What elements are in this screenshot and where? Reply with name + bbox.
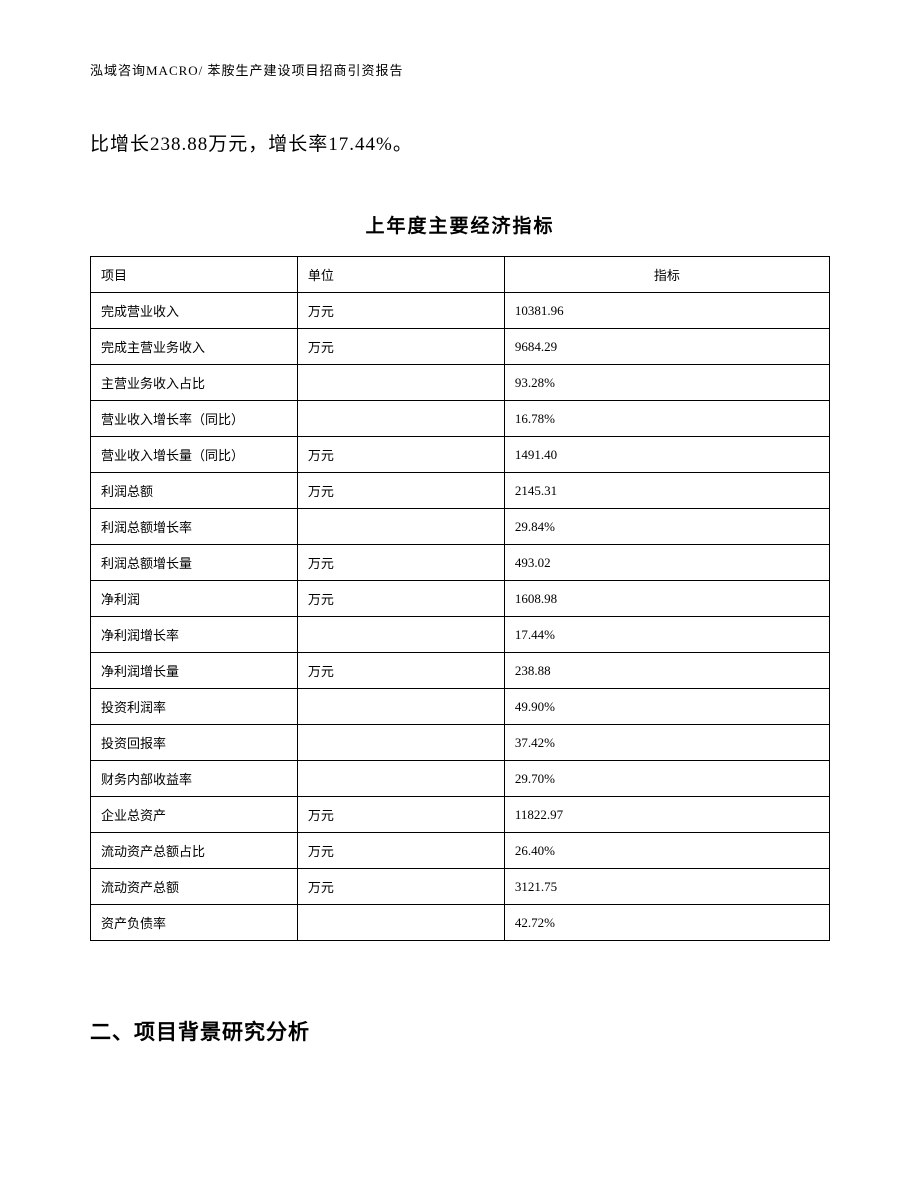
document-header: 泓域咨询MACRO/ 苯胺生产建设项目招商引资报告	[90, 60, 830, 79]
cell-project: 流动资产总额占比	[91, 833, 298, 869]
cell-indicator: 2145.31	[504, 473, 829, 509]
column-header-unit: 单位	[297, 257, 504, 293]
cell-indicator: 1608.98	[504, 581, 829, 617]
cell-project: 利润总额增长率	[91, 509, 298, 545]
cell-project: 利润总额增长量	[91, 545, 298, 581]
cell-unit	[297, 905, 504, 941]
cell-indicator: 11822.97	[504, 797, 829, 833]
table-row: 流动资产总额 万元 3121.75	[91, 869, 830, 905]
intro-paragraph: 比增长238.88万元，增长率17.44%。	[90, 129, 830, 156]
cell-project: 完成主营业务收入	[91, 329, 298, 365]
table-row: 财务内部收益率 29.70%	[91, 761, 830, 797]
table-row: 投资利润率 49.90%	[91, 689, 830, 725]
cell-indicator: 1491.40	[504, 437, 829, 473]
section-heading: 二、项目背景研究分析	[90, 1016, 830, 1046]
cell-indicator: 493.02	[504, 545, 829, 581]
cell-project: 净利润增长量	[91, 653, 298, 689]
cell-project: 企业总资产	[91, 797, 298, 833]
cell-unit: 万元	[297, 653, 504, 689]
cell-indicator: 9684.29	[504, 329, 829, 365]
table-row: 净利润增长量 万元 238.88	[91, 653, 830, 689]
cell-project: 投资利润率	[91, 689, 298, 725]
economic-indicators-table: 项目 单位 指标 完成营业收入 万元 10381.96 完成主营业务收入 万元 …	[90, 256, 830, 941]
cell-unit: 万元	[297, 869, 504, 905]
table-row: 利润总额增长率 29.84%	[91, 509, 830, 545]
cell-indicator: 42.72%	[504, 905, 829, 941]
cell-indicator: 93.28%	[504, 365, 829, 401]
cell-indicator: 26.40%	[504, 833, 829, 869]
table-body: 完成营业收入 万元 10381.96 完成主营业务收入 万元 9684.29 主…	[91, 293, 830, 941]
cell-unit	[297, 689, 504, 725]
cell-project: 完成营业收入	[91, 293, 298, 329]
cell-project: 净利润增长率	[91, 617, 298, 653]
cell-project: 流动资产总额	[91, 869, 298, 905]
cell-project: 利润总额	[91, 473, 298, 509]
cell-unit	[297, 401, 504, 437]
cell-indicator: 49.90%	[504, 689, 829, 725]
table-row: 净利润 万元 1608.98	[91, 581, 830, 617]
table-row: 利润总额增长量 万元 493.02	[91, 545, 830, 581]
cell-unit: 万元	[297, 797, 504, 833]
column-header-indicator: 指标	[504, 257, 829, 293]
cell-project: 营业收入增长量（同比）	[91, 437, 298, 473]
cell-project: 财务内部收益率	[91, 761, 298, 797]
cell-project: 资产负债率	[91, 905, 298, 941]
cell-indicator: 29.70%	[504, 761, 829, 797]
cell-unit	[297, 365, 504, 401]
table-row: 利润总额 万元 2145.31	[91, 473, 830, 509]
cell-indicator: 17.44%	[504, 617, 829, 653]
cell-unit: 万元	[297, 293, 504, 329]
cell-indicator: 37.42%	[504, 725, 829, 761]
cell-unit: 万元	[297, 329, 504, 365]
cell-indicator: 10381.96	[504, 293, 829, 329]
table-row: 完成主营业务收入 万元 9684.29	[91, 329, 830, 365]
cell-indicator: 16.78%	[504, 401, 829, 437]
cell-project: 投资回报率	[91, 725, 298, 761]
table-row: 投资回报率 37.42%	[91, 725, 830, 761]
table-header-row: 项目 单位 指标	[91, 257, 830, 293]
cell-project: 主营业务收入占比	[91, 365, 298, 401]
cell-unit: 万元	[297, 545, 504, 581]
cell-unit	[297, 725, 504, 761]
table-row: 营业收入增长量（同比） 万元 1491.40	[91, 437, 830, 473]
table-row: 流动资产总额占比 万元 26.40%	[91, 833, 830, 869]
table-row: 企业总资产 万元 11822.97	[91, 797, 830, 833]
cell-unit: 万元	[297, 437, 504, 473]
table-row: 净利润增长率 17.44%	[91, 617, 830, 653]
table-row: 完成营业收入 万元 10381.96	[91, 293, 830, 329]
cell-unit: 万元	[297, 581, 504, 617]
cell-indicator: 29.84%	[504, 509, 829, 545]
table-row: 资产负债率 42.72%	[91, 905, 830, 941]
table-row: 营业收入增长率（同比） 16.78%	[91, 401, 830, 437]
table-row: 主营业务收入占比 93.28%	[91, 365, 830, 401]
cell-unit: 万元	[297, 833, 504, 869]
table-title: 上年度主要经济指标	[90, 211, 830, 238]
cell-unit	[297, 761, 504, 797]
cell-unit	[297, 617, 504, 653]
cell-project: 营业收入增长率（同比）	[91, 401, 298, 437]
cell-indicator: 3121.75	[504, 869, 829, 905]
cell-project: 净利润	[91, 581, 298, 617]
cell-indicator: 238.88	[504, 653, 829, 689]
cell-unit: 万元	[297, 473, 504, 509]
cell-unit	[297, 509, 504, 545]
column-header-project: 项目	[91, 257, 298, 293]
